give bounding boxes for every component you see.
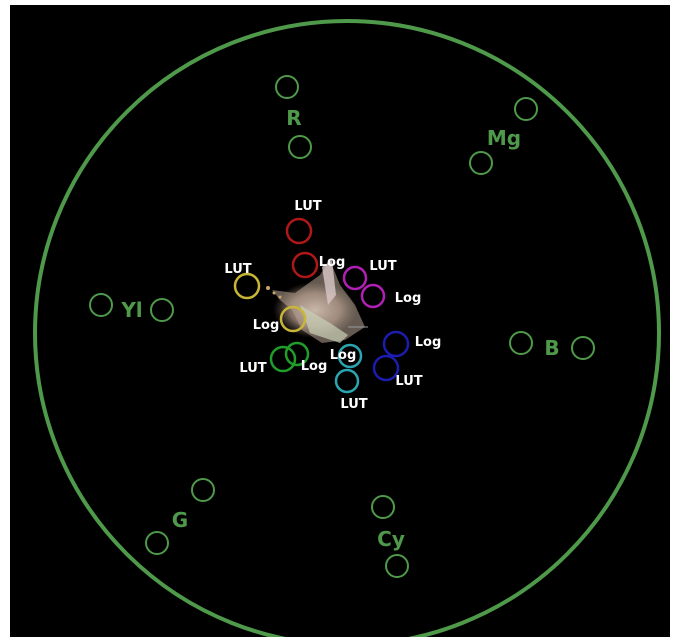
- target-label-magenta: Mg: [487, 126, 521, 150]
- marker-magenta-log: Log: [360, 283, 422, 309]
- marker-label-magenta-log: Log: [395, 291, 422, 306]
- marker-label-cyan-lut: LUT: [340, 397, 367, 412]
- target-yellow: Yl: [89, 293, 174, 322]
- marker-cyan-lut: LUT: [334, 368, 368, 412]
- marker-label-yellow-lut: LUT: [224, 262, 251, 277]
- target-green: G: [145, 478, 215, 555]
- marker-cyan-log: Log: [330, 343, 363, 369]
- target-label-blue: B: [544, 336, 559, 360]
- marker-red-log: Log: [291, 251, 346, 279]
- target-label-red: R: [286, 106, 301, 130]
- marker-label-red-log: Log: [319, 255, 346, 270]
- target-label-yellow: Yl: [120, 298, 142, 322]
- marker-label-green-lut: LUT: [239, 361, 266, 376]
- marker-label-blue-lut: LUT: [395, 374, 422, 389]
- target-red: R: [275, 75, 312, 159]
- marker-label-blue-log: Log: [415, 335, 442, 350]
- marker-green-log: Log: [284, 341, 328, 374]
- target-blue: B: [509, 331, 595, 360]
- target-magenta: Mg: [469, 97, 538, 175]
- marker-label-magenta-lut: LUT: [369, 259, 396, 274]
- vectorscope-graph: R Mg B Cy G Yl: [33, 19, 661, 637]
- marker-red-lut: LUT: [285, 199, 322, 245]
- marker-label-green-log: Log: [301, 359, 328, 374]
- target-label-cyan: Cy: [377, 527, 405, 551]
- marker-yellow-lut: LUT: [224, 262, 261, 300]
- marker-blue-lut: LUT: [372, 354, 423, 389]
- marker-label-yellow-log: Log: [253, 318, 280, 333]
- vectorscope-panel: R Mg B Cy G Yl: [10, 5, 670, 637]
- marker-green-lut: LUT: [239, 345, 297, 376]
- graticule-outer-circle: [33, 19, 661, 637]
- marker-magenta-lut: LUT: [342, 259, 397, 291]
- target-label-green: G: [172, 508, 188, 532]
- marker-label-red-lut: LUT: [294, 199, 321, 214]
- scope-trace: [266, 260, 368, 343]
- marker-blue-log: Log: [382, 330, 442, 358]
- target-cyan: Cy: [371, 495, 409, 578]
- marker-yellow-log: Log: [253, 305, 307, 333]
- marker-label-cyan-log: Log: [330, 348, 357, 363]
